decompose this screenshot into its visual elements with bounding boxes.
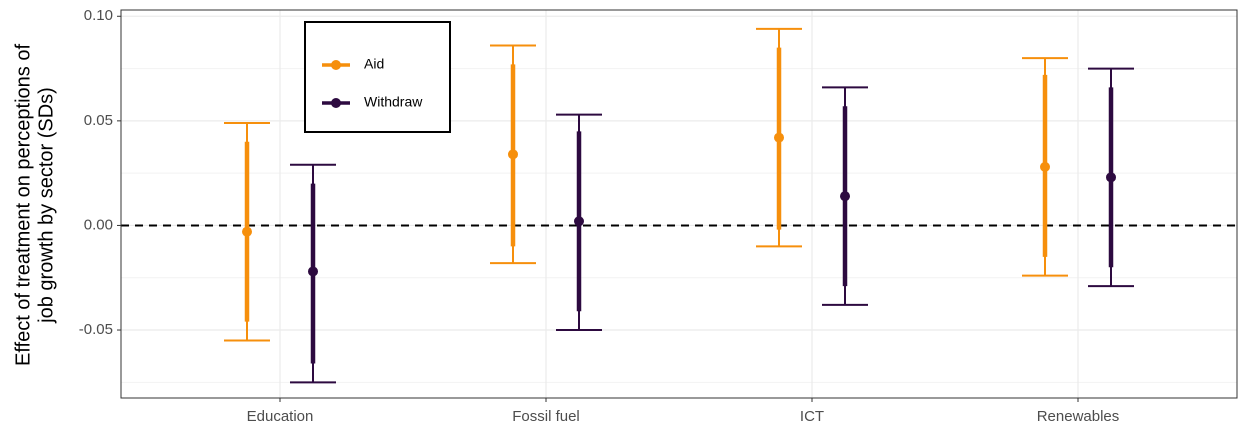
legend-key bbox=[331, 98, 341, 108]
x-tick-label: ICT bbox=[800, 408, 824, 425]
y-tick-label: 0.05 bbox=[84, 112, 113, 129]
y-axis-title: Effect of treatment on perceptions of bbox=[12, 44, 34, 366]
plot-border bbox=[120, 9, 1238, 399]
point bbox=[242, 226, 252, 237]
y-axis-title: job growth by sector (SDs) bbox=[35, 87, 57, 324]
point bbox=[774, 132, 784, 143]
x-tick-label: Education bbox=[247, 408, 314, 425]
x-tick-label: Fossil fuel bbox=[512, 408, 580, 425]
point bbox=[574, 216, 584, 227]
point bbox=[508, 149, 518, 160]
point bbox=[1040, 161, 1050, 172]
point bbox=[308, 266, 318, 277]
y-tick-label: -0.05 bbox=[79, 321, 113, 338]
x-tick-label: Renewables bbox=[1037, 408, 1120, 425]
legend-key bbox=[331, 60, 341, 70]
point bbox=[1106, 172, 1116, 183]
legend-box bbox=[304, 21, 451, 133]
legend-label: Withdraw bbox=[364, 94, 423, 110]
y-tick-label: 0.10 bbox=[84, 7, 113, 24]
legend-label: Aid bbox=[364, 56, 384, 72]
y-tick-label: 0.00 bbox=[84, 216, 113, 233]
legend: Aid Withdraw bbox=[304, 21, 451, 133]
point bbox=[840, 191, 850, 202]
